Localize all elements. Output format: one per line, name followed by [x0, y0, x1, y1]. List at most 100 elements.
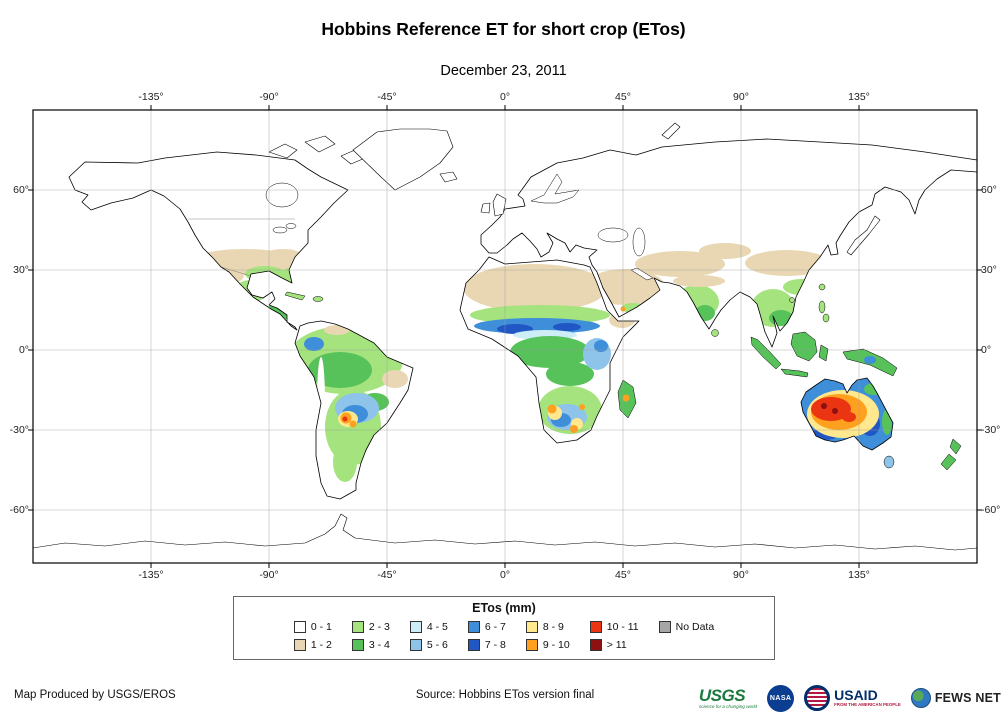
- legend-item: 5 - 6: [409, 636, 448, 653]
- legend-swatch: [589, 620, 602, 633]
- europe-islands: [439, 171, 507, 217]
- legend-swatch: [467, 620, 480, 633]
- footer-logos: USGS science for a changing world NASA U…: [699, 680, 1001, 716]
- y-axis-label-left: 0°: [18, 344, 29, 356]
- legend-label: No Data: [675, 620, 715, 633]
- caribbean-islands: [284, 291, 324, 302]
- new-zealand: [940, 438, 962, 471]
- y-axis-label-right: 60°: [981, 184, 997, 196]
- legend-swatch: [467, 638, 480, 651]
- globe-icon: [910, 688, 931, 708]
- legend-label: 1 - 2: [310, 638, 332, 651]
- page-title: Hobbins Reference ET for short crop (ETo…: [321, 19, 686, 39]
- legend-label: 2 - 3: [368, 620, 390, 633]
- axis-ticks: [28, 105, 982, 568]
- legend-item: No Data: [658, 618, 715, 635]
- persian-gulf: [630, 267, 654, 281]
- legend-item: 10 - 11: [589, 618, 639, 635]
- x-axis-label-bottom: -135°: [138, 569, 164, 581]
- legend-label: 7 - 8: [484, 638, 506, 651]
- x-axis-label-bottom: 135°: [848, 569, 870, 581]
- baltic-sea: [530, 173, 580, 204]
- usgs-logo: USGS science for a changing world: [699, 687, 757, 710]
- usaid-logo-text: USAID: [834, 687, 878, 704]
- y-axis-label-left: -60°: [9, 504, 29, 516]
- caspian-sea: [632, 227, 646, 257]
- legend-label: 8 - 9: [542, 620, 564, 633]
- x-axis-label-top: -45°: [377, 91, 397, 103]
- legend-swatch: [409, 620, 422, 633]
- fewsnet-logo: FEWS NET: [910, 688, 1001, 708]
- map-grid: [33, 110, 977, 563]
- tasmania: [883, 455, 895, 469]
- legend-label: 4 - 5: [426, 620, 448, 633]
- legend-swatch: [351, 620, 364, 633]
- legend-grid: 0 - 1 1 - 2 2 - 3 3 - 4 4 - 5 5 - 6 6 - …: [293, 618, 715, 653]
- legend-item: 0 - 1: [293, 618, 332, 635]
- legend-label: 0 - 1: [310, 620, 332, 633]
- legend-item: 4 - 5: [409, 618, 448, 635]
- legend-item: 8 - 9: [525, 618, 570, 635]
- world-map: [28, 105, 982, 568]
- map-panel: [25, 102, 985, 571]
- x-axis-label-bottom: 0°: [499, 569, 511, 581]
- y-axis-label-right: 30°: [981, 264, 997, 276]
- legend-item: 6 - 7: [467, 618, 506, 635]
- x-axis-label-top: -135°: [138, 91, 164, 103]
- x-axis-label-top: 45°: [615, 91, 631, 103]
- usaid-logo-tagline: FROM THE AMERICAN PEOPLE: [834, 702, 901, 708]
- continent-australia: [800, 377, 895, 469]
- legend-label: 3 - 4: [368, 638, 390, 651]
- y-axis-label-left: -30°: [9, 424, 29, 436]
- black-sea: [597, 227, 629, 243]
- legend-label: 9 - 10: [542, 638, 570, 651]
- x-axis-label-bottom: 45°: [615, 569, 631, 581]
- nasa-logo: NASA: [767, 684, 795, 712]
- legend-item: > 11: [589, 636, 639, 653]
- x-axis-label-bottom: -90°: [259, 569, 279, 581]
- legend-label: 5 - 6: [426, 638, 448, 651]
- y-axis-label-right: 0°: [981, 344, 992, 356]
- legend-item: 9 - 10: [525, 636, 570, 653]
- legend-label: 10 - 11: [606, 620, 639, 633]
- continent-eurasia: [480, 138, 978, 348]
- page-subtitle: December 23, 2011: [440, 63, 567, 79]
- fewsnet-logo-text: FEWS NET: [934, 691, 1001, 705]
- madagascar: [617, 379, 637, 419]
- legend-swatch: [293, 638, 306, 651]
- y-axis-label-right: -30°: [981, 424, 1001, 436]
- continent-south-america: [294, 320, 414, 500]
- legend-label: > 11: [606, 638, 627, 651]
- legend-swatch: [525, 638, 538, 651]
- legend-item: 1 - 2: [293, 636, 332, 653]
- x-axis-label-top: 0°: [499, 91, 511, 103]
- x-axis-label-top: 90°: [733, 91, 749, 103]
- y-axis-label-left: 60°: [13, 184, 29, 196]
- nasa-logo-text: NASA: [769, 694, 792, 702]
- x-axis-label-bottom: -45°: [377, 569, 397, 581]
- y-axis-label-left: 30°: [13, 264, 29, 276]
- legend-item: 2 - 3: [351, 618, 390, 635]
- asia-islands: [711, 215, 881, 378]
- legend-title: ETos (mm): [472, 601, 536, 615]
- legend-swatch: [409, 638, 422, 651]
- legend-item: 7 - 8: [467, 636, 506, 653]
- x-axis-label-top: -90°: [259, 91, 279, 103]
- legend-label: 6 - 7: [484, 620, 506, 633]
- usgs-logo-tagline: science for a changing world: [698, 703, 758, 709]
- produced-by-text: Map Produced by USGS/EROS: [14, 689, 176, 701]
- legend-swatch: [351, 638, 364, 651]
- y-axis-label-right: -60°: [981, 504, 1001, 516]
- greenland: [352, 128, 454, 191]
- source-text: Source: Hobbins ETos version final: [415, 689, 595, 701]
- legend: ETos (mm) 0 - 1 1 - 2 2 - 3 3 - 4 4 - 5 …: [233, 596, 775, 660]
- legend-swatch: [525, 620, 538, 633]
- legend-item: 3 - 4: [351, 636, 390, 653]
- x-axis-label-bottom: 90°: [733, 569, 749, 581]
- usaid-seal-icon: [804, 685, 831, 711]
- legend-swatch: [293, 620, 306, 633]
- legend-swatch: [658, 620, 671, 633]
- legend-swatch: [589, 638, 602, 651]
- x-axis-label-top: 135°: [848, 91, 870, 103]
- new-guinea: [842, 348, 898, 377]
